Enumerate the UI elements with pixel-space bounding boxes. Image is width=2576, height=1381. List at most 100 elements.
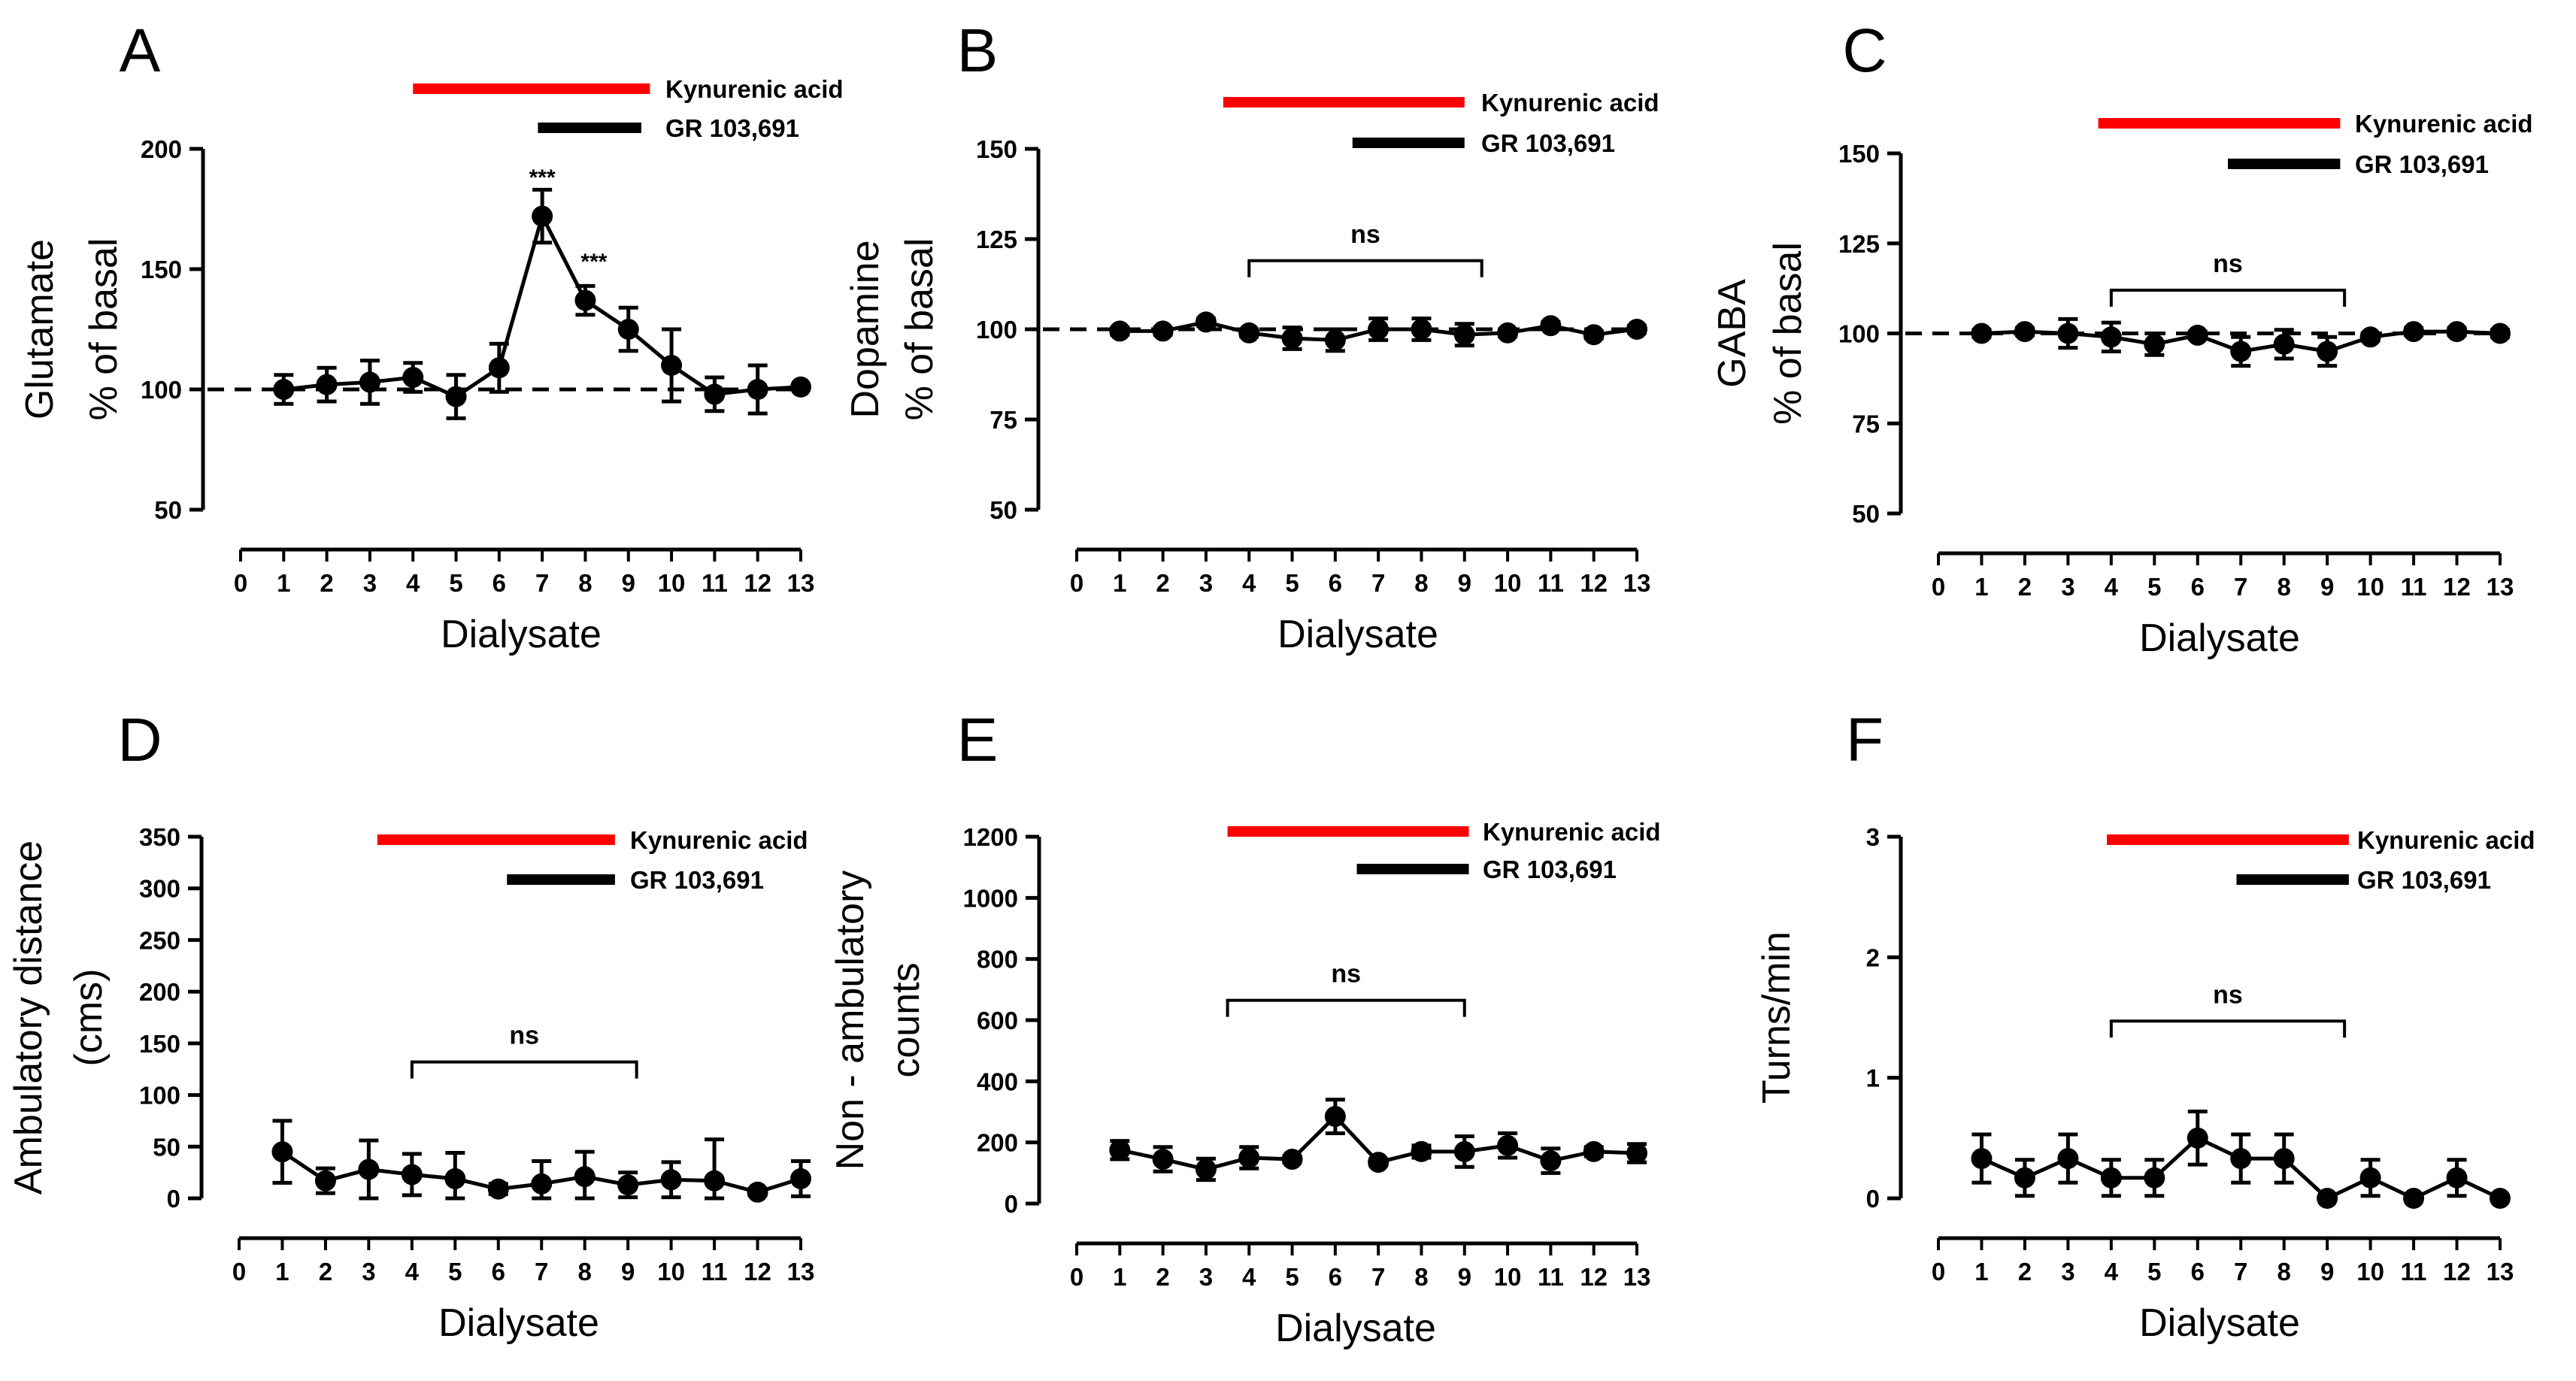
x-tick-label: 8 (1414, 569, 1428, 597)
x-tick-label: 7 (2234, 1258, 2247, 1286)
x-tick-label: 11 (702, 1258, 728, 1286)
data-point (445, 386, 467, 407)
data-point (1195, 1158, 1217, 1180)
y-tick-label: 0 (167, 1185, 180, 1213)
data-point (1626, 319, 1647, 340)
x-tick-label: 10 (658, 569, 686, 597)
data-point (1583, 324, 1605, 346)
data-point (1453, 1140, 1475, 1162)
data-point (1540, 315, 1562, 337)
x-tick-label: 12 (1580, 1263, 1608, 1291)
x-tick-label: 1 (275, 1258, 289, 1286)
data-point (2014, 1167, 2035, 1189)
x-tick-label: 8 (2277, 573, 2291, 601)
data-point (617, 319, 639, 340)
x-tick-label: 11 (2401, 573, 2427, 601)
data-point (2490, 1188, 2511, 1209)
data-point (273, 379, 295, 400)
gr-103691-label: GR 103,691 (1483, 856, 1617, 883)
x-tick-label: 9 (621, 1258, 635, 1286)
x-tick-label: 4 (2105, 1258, 2119, 1286)
data-point (1411, 1140, 1432, 1162)
y-tick-label: 150 (976, 135, 1017, 163)
x-tick-label: 3 (1199, 1263, 1213, 1291)
data-point (1453, 324, 1475, 346)
data-point (1238, 322, 1260, 344)
x-tick-label: 12 (744, 1258, 771, 1286)
data-point (2187, 324, 2208, 346)
data-point (2230, 1148, 2252, 1170)
data-point (444, 1167, 466, 1189)
x-tick-label: 13 (2487, 573, 2514, 601)
data-point (1368, 1152, 1390, 1174)
x-axis-label: Dialysate (1275, 1307, 1436, 1350)
x-tick-label: 10 (2356, 573, 2384, 601)
y-tick-label: 100 (976, 316, 1017, 344)
kynurenic-acid-label: Kynurenic acid (630, 826, 808, 854)
x-tick-label: 11 (1538, 569, 1564, 597)
data-point (704, 1170, 726, 1192)
x-axis-label: Dialysate (441, 613, 602, 656)
data-point (1109, 320, 1131, 342)
data-point (1497, 322, 1519, 344)
data-point (1971, 323, 1993, 344)
data-point (660, 1169, 682, 1191)
data-point (790, 1167, 811, 1189)
data-point (747, 379, 768, 400)
data-point (1238, 1147, 1260, 1168)
x-tick-label: 13 (1623, 569, 1651, 597)
data-point (2403, 1188, 2425, 1209)
data-point (2273, 333, 2295, 355)
data-point (1281, 328, 1303, 349)
x-tick-label: 9 (2320, 573, 2334, 601)
kynurenic-acid-label: Kynurenic acid (2357, 826, 2535, 854)
x-tick-label: 6 (2191, 573, 2205, 601)
x-tick-label: 10 (1494, 569, 1522, 597)
data-point (2403, 321, 2425, 343)
data-point (488, 357, 510, 379)
significance-marker: *** (529, 165, 556, 190)
x-tick-label: 11 (1538, 1263, 1564, 1291)
y-tick-label: 1200 (963, 823, 1018, 851)
y-axis-label: Dopamine (844, 240, 887, 418)
data-point (1152, 1149, 1174, 1171)
x-tick-label: 6 (1329, 569, 1342, 597)
data-point (2490, 323, 2511, 344)
data-point (2057, 1148, 2079, 1170)
data-point (2100, 1167, 2122, 1189)
x-tick-label: 6 (2191, 1258, 2205, 1286)
x-tick-label: 2 (1156, 569, 1169, 597)
data-point (1626, 1142, 1647, 1164)
kynurenic-acid-label: Kynurenic acid (1481, 89, 1659, 117)
x-tick-label: 10 (2356, 1258, 2384, 1286)
x-tick-label: 4 (406, 569, 420, 597)
y-tick-label: 3 (1866, 823, 1880, 851)
y-tick-label: 150 (1838, 140, 1880, 168)
panel-letter: A (120, 17, 161, 85)
x-tick-label: 7 (2234, 573, 2247, 601)
y-tick-label: 50 (989, 496, 1017, 524)
x-tick-label: 2 (2018, 573, 2032, 601)
x-tick-label: 6 (492, 569, 506, 597)
x-tick-label: 5 (1285, 1263, 1299, 1291)
data-point (2317, 341, 2338, 362)
y-tick-label: 50 (153, 1133, 180, 1161)
x-tick-label: 5 (448, 1258, 462, 1286)
ns-bracket (1226, 998, 1466, 1017)
data-point (1583, 1140, 1605, 1162)
kynurenic-acid-label: Kynurenic acid (2355, 110, 2533, 138)
gr-103691-label: GR 103,691 (2355, 150, 2489, 178)
y-tick-label: 100 (139, 1082, 180, 1110)
kynurenic-acid-label: Kynurenic acid (665, 75, 844, 103)
panel-letter: E (957, 706, 999, 774)
data-point (402, 367, 424, 388)
data-point (271, 1141, 293, 1163)
y-tick-label: 100 (141, 376, 182, 404)
x-tick-label: 13 (1623, 1263, 1651, 1291)
x-tick-label: 7 (1371, 1263, 1385, 1291)
ns-bracket (2109, 289, 2347, 307)
x-tick-label: 1 (1974, 573, 1988, 601)
y-axis-label: GABA (1711, 279, 1754, 388)
